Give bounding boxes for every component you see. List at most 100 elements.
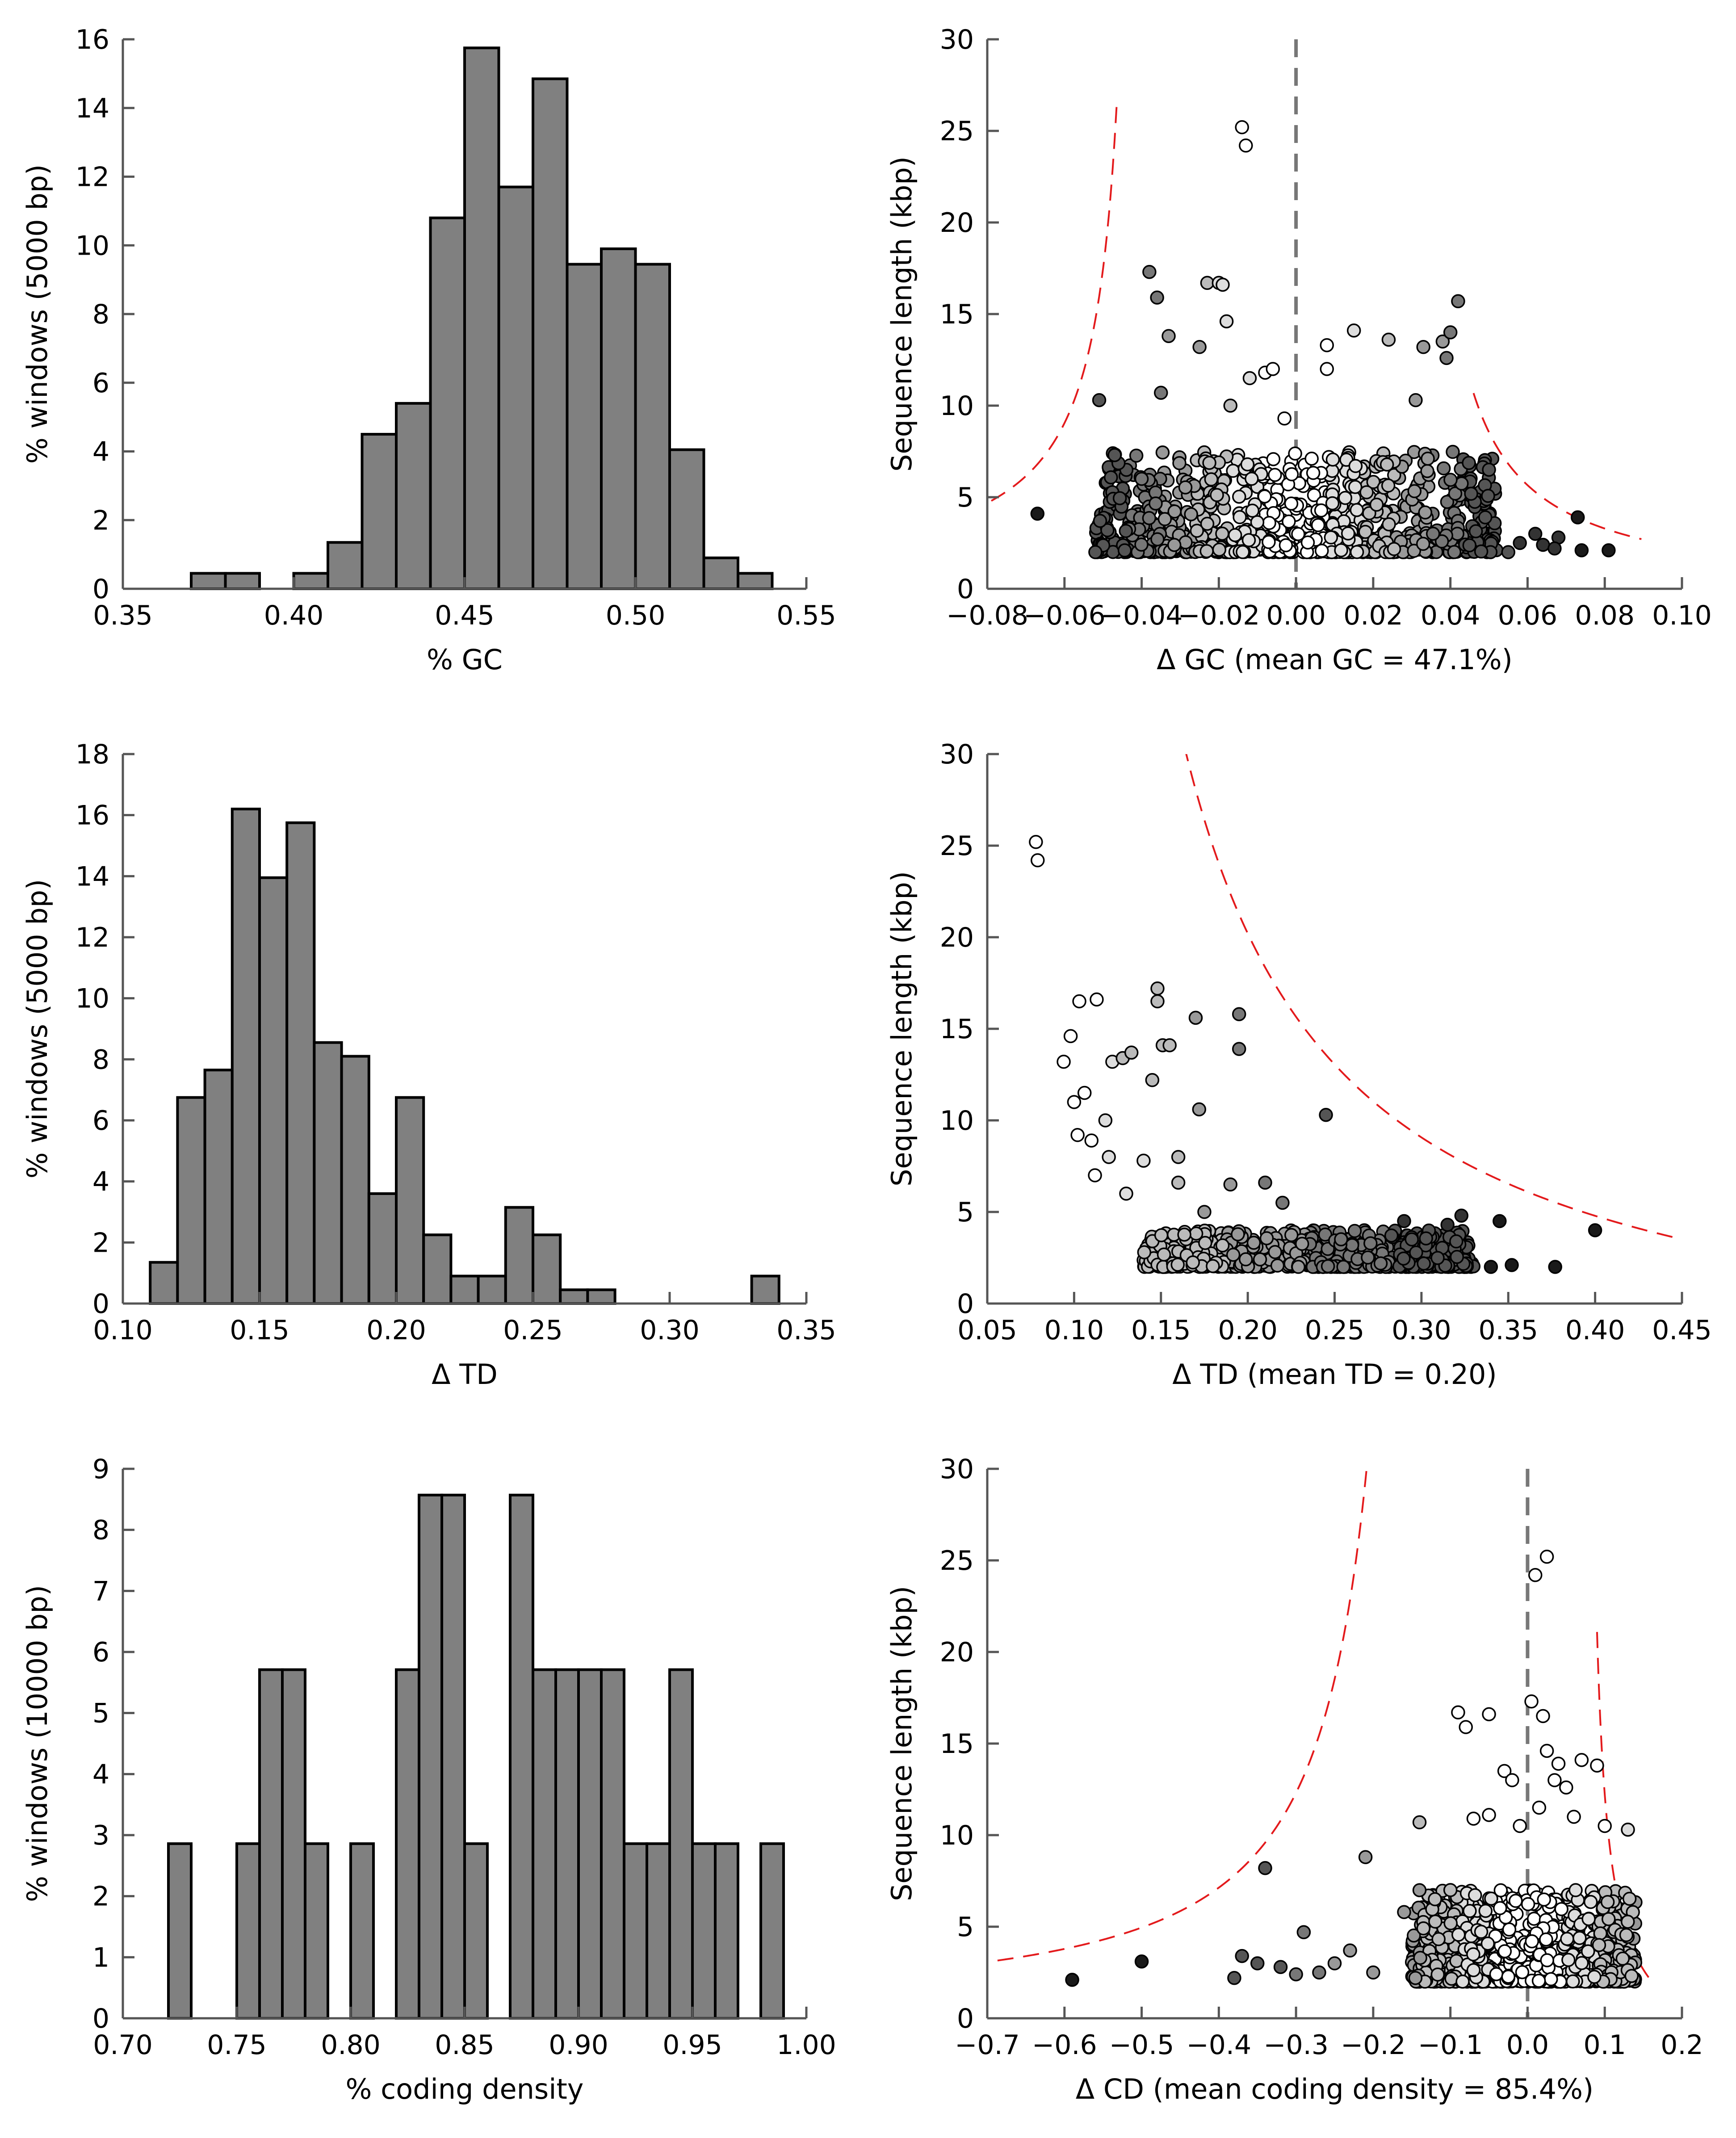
data-point	[1443, 1916, 1458, 1931]
data-point	[1513, 536, 1527, 550]
data-point	[1581, 1944, 1595, 1958]
data-point	[1448, 486, 1463, 501]
y-tick-label: 12	[75, 922, 109, 953]
data-point	[1440, 495, 1455, 509]
y-tick-label: 0	[957, 1288, 974, 1320]
data-point	[1474, 544, 1489, 559]
histogram-bar	[586, 1288, 616, 1305]
data-point	[1320, 338, 1334, 352]
x-tick-label: 0.50	[606, 600, 666, 631]
data-point	[1259, 1231, 1274, 1245]
x-tick-label: 0.30	[1392, 1315, 1451, 1346]
data-point	[1409, 393, 1423, 407]
y-tick-label: 4	[92, 1759, 109, 1790]
x-tick-label: 0.70	[93, 2029, 153, 2061]
y-tick-label: 0	[92, 1288, 109, 1320]
y-tick-label: 2	[92, 1227, 109, 1258]
data-point	[1602, 1912, 1616, 1926]
data-point	[1291, 527, 1305, 541]
data-point	[1107, 448, 1122, 462]
data-point	[1419, 1231, 1433, 1246]
histogram-bar	[258, 1668, 284, 2020]
data-point	[1226, 464, 1240, 478]
data-point	[1226, 1248, 1241, 1262]
x-tick-label: 0.2	[1661, 2029, 1703, 2061]
y-tick-label: 0	[957, 2003, 974, 2034]
data-point	[1172, 456, 1187, 470]
data-point	[1100, 523, 1115, 537]
data-point	[1622, 1891, 1637, 1906]
data-point	[1536, 1709, 1550, 1723]
y-tick-label: 0	[957, 574, 974, 605]
data-point	[1482, 1808, 1496, 1822]
data-point	[1567, 1810, 1581, 1824]
data-point	[1266, 452, 1281, 466]
data-point	[1188, 1010, 1203, 1025]
x-axis-label: Δ GC (mean GC = 47.1%)	[1157, 643, 1513, 676]
histogram-bar	[714, 1842, 739, 2020]
data-point	[1200, 516, 1215, 531]
threshold-curve-right	[1472, 393, 1642, 540]
x-tick-label: −0.6	[1032, 2029, 1097, 2061]
data-point	[1426, 527, 1440, 541]
histogram-bar	[554, 1668, 580, 2020]
histogram-bar	[737, 572, 774, 590]
x-tick-label: 0.25	[1305, 1315, 1365, 1346]
y-tick-label: 16	[75, 800, 109, 831]
x-tick-label: −0.04	[1101, 600, 1183, 631]
data-point	[1212, 542, 1227, 557]
histogram-bar	[258, 876, 289, 1305]
data-point	[1291, 1260, 1306, 1274]
histogram-bar	[702, 556, 739, 590]
data-point	[1358, 1850, 1373, 1864]
data-point	[1430, 1967, 1445, 1982]
data-point	[1150, 981, 1165, 996]
data-point	[1446, 444, 1460, 459]
data-point	[1435, 334, 1450, 349]
y-tick-label: 7	[92, 1576, 109, 1607]
x-tick-label: 0.04	[1421, 600, 1480, 631]
data-point	[1190, 524, 1204, 538]
gc-histogram-panel: 0 2 4 6 8 10 12 14 16 0.35 0.40 0.45 0.50 0.55 % GC % w…	[21, 24, 836, 676]
x-tick-label: 0.10	[93, 1315, 153, 1346]
data-point	[1420, 464, 1434, 478]
data-point	[1462, 538, 1477, 553]
data-point	[1366, 1965, 1380, 1980]
histogram-bar	[750, 1274, 780, 1305]
histogram-bar	[477, 1274, 507, 1305]
data-point	[1474, 1924, 1489, 1939]
data-point	[1436, 461, 1451, 476]
data-point	[1539, 1744, 1554, 1758]
data-point	[1162, 1038, 1177, 1052]
histogram-bar	[203, 1069, 234, 1305]
data-point	[1072, 994, 1086, 1009]
y-tick-label: 9	[92, 1454, 109, 1485]
histogram-bar	[224, 572, 261, 590]
data-point	[1304, 452, 1319, 466]
y-tick-label: 30	[940, 1454, 974, 1485]
data-point	[1145, 1073, 1160, 1087]
data-point	[1412, 1815, 1427, 1830]
data-point	[1451, 294, 1465, 309]
data-point	[1178, 480, 1193, 495]
data-point	[1142, 264, 1157, 279]
data-point	[1407, 1928, 1421, 1943]
data-point	[1493, 1901, 1507, 1916]
histogram-bar	[623, 1842, 648, 2020]
histogram-bar	[646, 1842, 671, 2020]
data-point	[1536, 537, 1550, 552]
data-point	[1070, 1128, 1085, 1142]
y-tick-label: 14	[75, 861, 109, 892]
data-point	[1268, 468, 1282, 482]
x-tick-label: 0.30	[640, 1315, 700, 1346]
data-point	[1428, 1892, 1442, 1907]
data-point	[1150, 532, 1165, 546]
data-point	[1253, 1252, 1267, 1266]
data-point	[1289, 1967, 1303, 1982]
data-point	[1547, 1773, 1562, 1787]
data-point	[1463, 1904, 1477, 1918]
x-tick-label: 0.45	[435, 600, 495, 631]
data-point	[1482, 462, 1496, 477]
data-point	[1343, 1943, 1357, 1958]
data-point	[1590, 1758, 1604, 1773]
